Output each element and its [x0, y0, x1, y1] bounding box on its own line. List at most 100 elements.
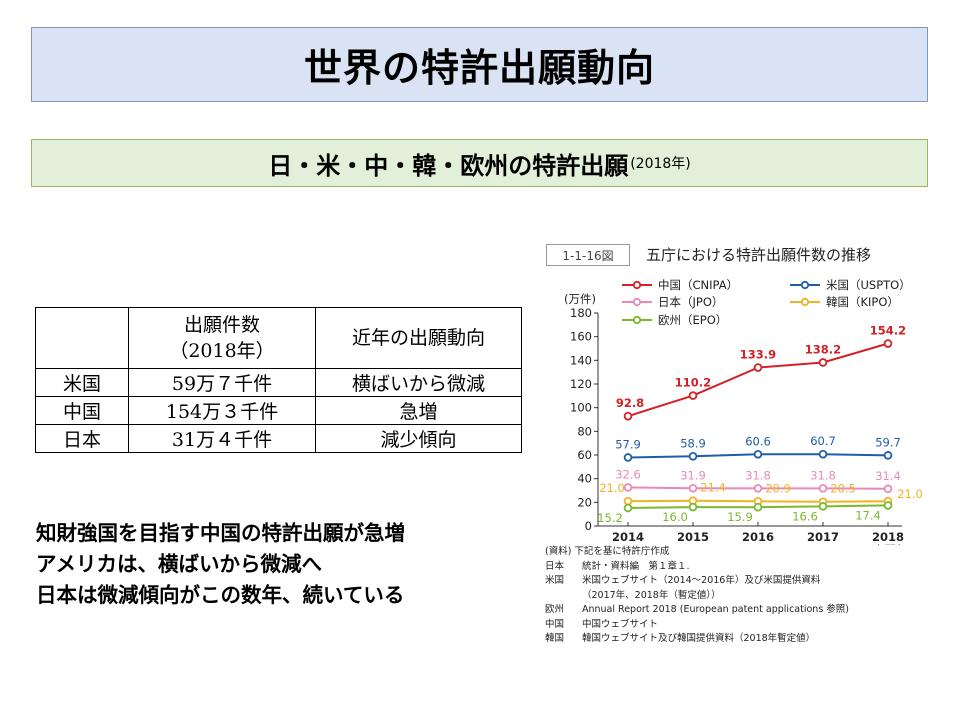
table-cell-trend: 急増 [315, 396, 522, 425]
source-text: Annual Report 2018 (European patent appl… [582, 604, 849, 615]
data-label: 154.2 [870, 324, 906, 338]
data-point [818, 502, 828, 511]
table-row: 米国 59万７千件 横ばいから微減 [35, 368, 522, 397]
source-country: 中国 [545, 618, 565, 630]
note-line: アメリカは、横ばいから微減へ [36, 552, 322, 576]
data-label: 92.8 [616, 396, 644, 410]
subtitle-year: (2018年) [630, 156, 691, 172]
source-text: 韓国ウェブサイト及び韓国提供資料（2018年暫定値） [582, 633, 816, 644]
data-label: 59.7 [875, 435, 901, 449]
x-tick-label: 2016 [742, 530, 774, 544]
table-row: 中国 154万３千件 急増 [35, 396, 522, 425]
source-country: 日本 [545, 560, 565, 572]
summary-notes: 知財強国を目指す中国の特許出願が急増 アメリカは、横ばいから微減へ 日本は微減傾… [36, 518, 405, 611]
data-point [883, 451, 893, 460]
legend-marker [632, 280, 642, 290]
note-line: 日本は微減傾向がこの数年、続いている [36, 583, 405, 607]
data-point [883, 484, 893, 494]
figure-title: 五庁における特許出願件数の推移 [646, 246, 872, 264]
data-label: 15.2 [597, 511, 623, 525]
source-country [545, 589, 582, 604]
source-row: 韓国 韓国ウェブサイト及び韓国提供資料（2018年暫定値） [545, 632, 849, 647]
data-point [753, 502, 763, 512]
table-header-cell: 出願件数 （2018年） [128, 307, 316, 369]
y-tick-label: 100 [570, 401, 592, 415]
data-label: 21.4 [700, 481, 726, 495]
figure-label: 1-1-16図 [546, 244, 630, 266]
table-cell-country: 米国 [35, 368, 129, 397]
data-point [818, 484, 828, 493]
note-line: 知財強国を目指す中国の特許出願が急増 [36, 521, 405, 545]
y-axis-label: (万件) [564, 292, 596, 306]
data-point [623, 453, 633, 462]
data-point [623, 496, 633, 506]
table-cell-country: 日本 [35, 424, 129, 453]
source-country: 欧州 [545, 604, 565, 615]
data-label: 20.9 [765, 481, 791, 495]
y-tick-label: 0 [585, 519, 592, 533]
line-chart: 中国（CNIPA） 米国（USPTO） 日本（JPO） 韓国（KIPO） 欧州（EPO）… [564, 278, 923, 545]
data-label: 31.4 [875, 469, 901, 483]
table-header-cell: 近年の出願動向 [315, 307, 522, 369]
data-label: 31.8 [745, 468, 771, 482]
y-tick-label: 60 [577, 448, 592, 462]
source-row: 日本 統計・資料編 第１章１. [545, 560, 849, 575]
title-banner: 世界の特許出願動向 [31, 27, 928, 102]
source-text: 中国ウェブサイト [582, 618, 659, 630]
source-row: （2017年、2018年（暫定値）） [545, 589, 849, 604]
data-point [623, 483, 633, 492]
legend-label: 日本（JPO） [658, 295, 723, 309]
header-count-label: 出願件数 （2018年） [169, 314, 275, 362]
legend-marker [800, 297, 810, 307]
data-label: 60.7 [810, 434, 836, 448]
source-text: （2017年、2018年（暫定値）） [582, 589, 721, 601]
data-point [753, 484, 763, 493]
data-point [688, 452, 698, 461]
source-heading: (資料) 下記を基に特許庁作成 [545, 546, 670, 557]
data-label: 21.0 [897, 487, 923, 501]
table-cell-trend: 減少傾向 [315, 424, 522, 453]
data-label: 20.5 [830, 482, 856, 496]
legend-marker [632, 315, 642, 325]
data-label: 17.4 [855, 508, 881, 522]
table-header-cell [35, 307, 129, 369]
y-tick-label: 20 [577, 495, 592, 509]
source-notes: (資料) 下記を基に特許庁作成 日本 統計・資料編 第１章１. 米国 米国ウェブサイト… [545, 545, 849, 647]
source-row: 欧州 Annual Report 2018 (European patent ap… [545, 603, 849, 618]
source-country: 米国 [545, 575, 565, 586]
subtitle-main: 日・米・中・韓・欧州の特許出願 [268, 151, 629, 180]
source-country: 韓国 [545, 633, 565, 644]
data-point [753, 363, 763, 372]
subtitle-banner: 日・米・中・韓・欧州の特許出願 (2018年) [31, 139, 928, 187]
y-tick-label: 40 [577, 472, 592, 486]
data-label: 15.9 [727, 510, 753, 524]
data-label: 31.8 [810, 468, 836, 482]
data-label: 58.9 [680, 436, 706, 450]
data-label: 110.2 [675, 376, 711, 390]
table-cell-count: 154万３千件 [128, 396, 316, 425]
data-point [688, 502, 698, 512]
page-title: 世界の特許出願動向 [303, 46, 655, 90]
table-cell-country: 中国 [35, 396, 129, 425]
y-tick-label: 120 [570, 377, 592, 391]
table-cell-trend: 横ばいから微減 [315, 368, 522, 397]
y-tick-label: 80 [577, 424, 592, 438]
table-row: 日本 31万４千件 減少傾向 [35, 424, 522, 453]
source-row: 中国 中国ウェブサイト [545, 618, 849, 633]
source-row: 米国 米国ウェブサイト（2014～2016年）及び米国提供資料 [545, 574, 849, 589]
data-label: 16.6 [792, 509, 818, 523]
data-label: 133.9 [740, 348, 776, 362]
legend-label: 韓国（KIPO） [826, 295, 899, 309]
source-text: 統計・資料編 第１章１. [582, 560, 690, 572]
legend-label: 欧州（EPO） [658, 313, 727, 327]
legend-label: 中国（CNIPA） [658, 278, 738, 292]
legend-marker [800, 280, 810, 290]
data-point [688, 391, 698, 400]
data-label: 16.0 [662, 510, 688, 524]
data-label: 31.9 [680, 468, 706, 482]
table-cell-count: 59万７千件 [128, 368, 316, 397]
table-cell-count: 31万４千件 [128, 424, 316, 453]
y-tick-label: 160 [570, 330, 592, 344]
data-point [688, 483, 698, 493]
data-point [883, 501, 893, 510]
